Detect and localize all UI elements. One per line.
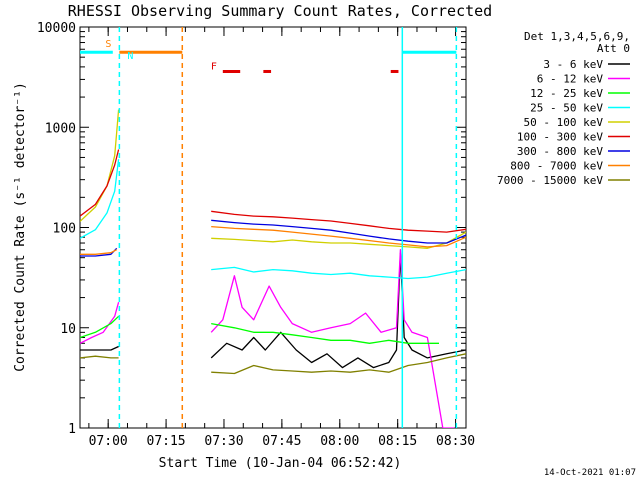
series-line xyxy=(80,302,120,344)
series-line xyxy=(211,353,466,375)
y-tick-label: 1 xyxy=(68,422,76,437)
series-line xyxy=(210,252,466,369)
legend-header: Det 1,3,4,5,6,9, xyxy=(524,30,630,43)
x-tick-label: 07:00 xyxy=(89,434,128,449)
plot-area xyxy=(79,26,467,429)
y-axis-label: Corrected Count Rate (s⁻¹ detector⁻¹) xyxy=(13,82,28,372)
legend-entry-label: 6 - 12 keV xyxy=(537,73,604,86)
series-line xyxy=(211,225,466,248)
legend-entry-label: 7000 - 15000 keV xyxy=(497,174,603,187)
series-line xyxy=(211,219,466,244)
legend: Det 1,3,4,5,6,9,Att 0 3 - 6 keV 6 - 12 keV… xyxy=(497,30,630,187)
x-tick-label: 07:45 xyxy=(262,434,301,449)
x-tick-label: 07:30 xyxy=(204,434,243,449)
series-line xyxy=(210,249,455,428)
series-line xyxy=(211,210,466,233)
time-markers: S N F xyxy=(80,27,458,428)
series-line xyxy=(80,159,120,239)
legend-entry-label: 800 - 7000 keV xyxy=(510,160,603,173)
legend-entry-label: 50 - 100 keV xyxy=(524,116,604,129)
flag-label: N xyxy=(127,51,133,62)
footer-date: 14-Oct-2021 01:07 xyxy=(544,468,636,478)
series-line xyxy=(80,249,117,255)
series-line xyxy=(80,149,120,217)
y-tick-label: 1000 xyxy=(45,121,76,136)
x-axis: 07:00 07:15 07:30 07:45 08:00 08:15 08:30 xyxy=(88,27,475,449)
legend-entry-label: 300 - 800 keV xyxy=(517,145,603,158)
x-tick-label: 08:30 xyxy=(436,434,475,449)
x-tick-label: 08:15 xyxy=(378,434,417,449)
series-line xyxy=(80,355,119,359)
series-line xyxy=(80,109,120,222)
series-line xyxy=(211,266,466,280)
y-axis: 1 10 100 1000 10000 xyxy=(37,21,466,437)
series-lines xyxy=(80,109,466,428)
legend-entry-label: 3 - 6 keV xyxy=(543,58,603,71)
y-tick-label: 10000 xyxy=(37,21,76,36)
series-line xyxy=(80,345,119,351)
flag-label: F xyxy=(211,61,217,72)
y-tick-label: 100 xyxy=(53,222,76,237)
legend-entry-label: 100 - 300 keV xyxy=(517,131,603,144)
legend-entry-label: 12 - 25 keV xyxy=(530,87,603,100)
x-tick-label: 08:00 xyxy=(320,434,359,449)
flag-label: S xyxy=(105,39,111,50)
x-tick-label: 07:15 xyxy=(147,434,186,449)
chart-title: RHESSI Observing Summary Count Rates, Co… xyxy=(68,2,492,20)
y-tick-label: 10 xyxy=(60,322,76,337)
series-line xyxy=(211,231,466,249)
x-axis-label: Start Time (10-Jan-04 06:52:42) xyxy=(159,456,402,471)
series-line xyxy=(80,315,120,339)
legend-header: Att 0 xyxy=(597,42,630,55)
series-line xyxy=(211,322,439,344)
legend-entry-label: 25 - 50 keV xyxy=(530,102,603,115)
